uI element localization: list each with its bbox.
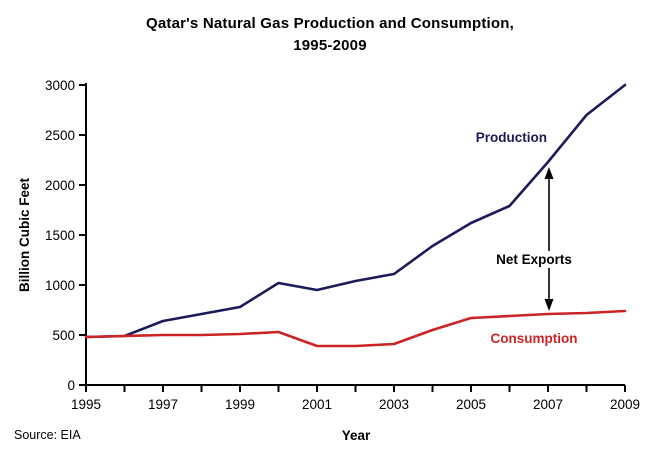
- x-axis-tick-label: 1999: [225, 397, 255, 412]
- net-exports-arrow-down-head: [544, 299, 554, 311]
- consumption-series-label: Consumption: [490, 331, 578, 346]
- x-axis-tick-label: 2003: [379, 397, 409, 412]
- x-axis-tick-label: 2001: [302, 397, 332, 412]
- production-series-label: Production: [475, 130, 547, 145]
- chart-title-line1: Qatar's Natural Gas Production and Consu…: [145, 15, 514, 32]
- x-axis-tick-label: 1995: [71, 397, 101, 412]
- y-axis-tick-label: 500: [52, 328, 75, 343]
- consumption-line: [84, 309, 627, 348]
- x-axis-tick-label: 2005: [456, 397, 486, 412]
- production-line: [84, 83, 627, 339]
- chart-title-line2: 1995-2009: [293, 37, 367, 54]
- chart-title: Qatar's Natural Gas Production and Consu…: [0, 13, 660, 57]
- x-axis-tick-label: 2007: [533, 397, 563, 412]
- source-note: Source: EIA: [14, 428, 81, 442]
- y-axis-tick-label: 0: [67, 378, 75, 393]
- y-axis-tick-label: 2500: [45, 128, 75, 143]
- y-axis-tick-label: 2000: [45, 178, 75, 193]
- y-axis-tick-label: 1000: [45, 278, 75, 293]
- y-axis-title: Billion Cubic Feet: [17, 178, 32, 293]
- x-axis-tick-label: 2009: [610, 397, 640, 412]
- y-axis-tick-label: 1500: [45, 228, 75, 243]
- x-axis-title: Year: [341, 428, 371, 443]
- net-exports-annotation: Net Exports: [486, 251, 582, 268]
- y-axis-tick-label: 3000: [45, 78, 75, 93]
- x-axis-tick-label: 1997: [148, 397, 178, 412]
- net-exports-arrow-up-head: [544, 167, 554, 179]
